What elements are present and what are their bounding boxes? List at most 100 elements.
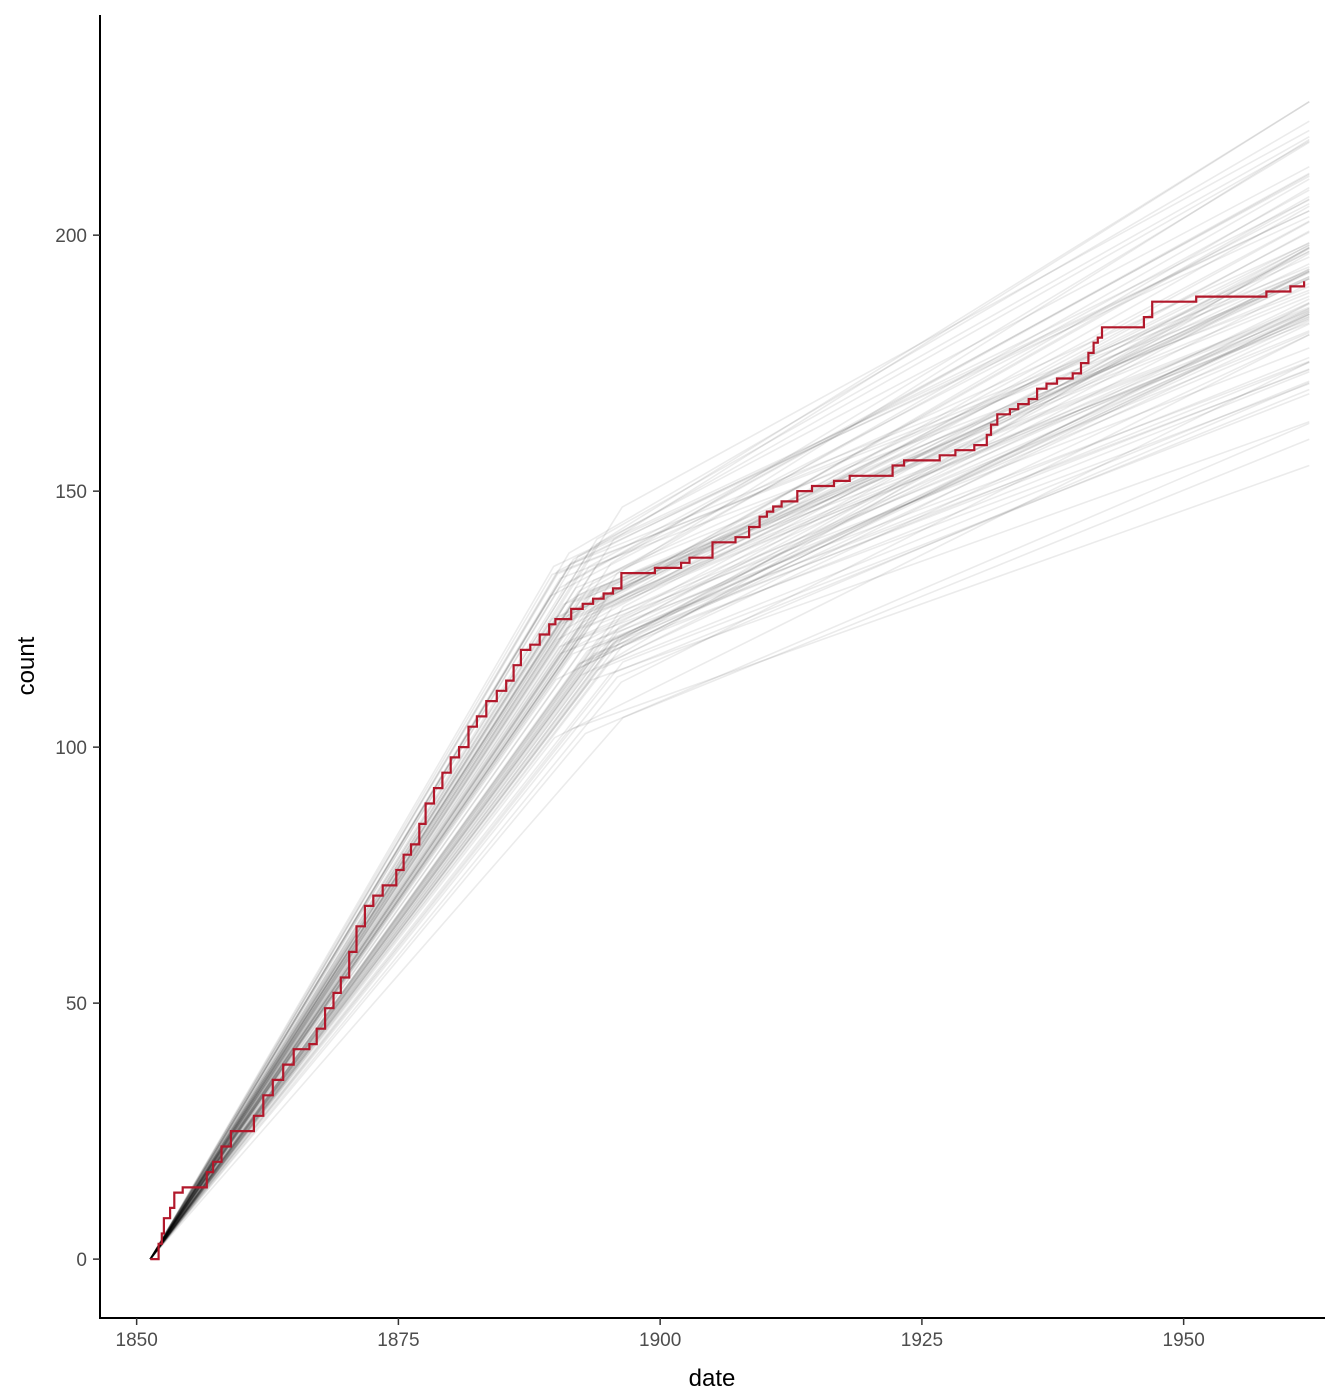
simulated-line [149,275,1310,1260]
simulated-series-group [149,101,1310,1260]
simulated-line [149,120,1310,1260]
simulated-line [149,252,1310,1260]
y-tick-label: 50 [66,994,87,1015]
simulated-line [149,295,1310,1260]
simulated-line [149,313,1310,1260]
simulated-line [149,270,1310,1260]
simulated-line [149,331,1310,1260]
simulated-line [149,136,1310,1260]
simulated-line [149,172,1310,1260]
x-tick-label: 1925 [901,1330,943,1351]
simulated-line [149,246,1310,1260]
x-axis-ticks: 1850 1875 1900 1925 1950 [116,1318,1205,1351]
observed-series-group [150,281,1306,1261]
simulated-line [149,141,1310,1260]
simulated-line [149,221,1310,1260]
simulated-line [149,380,1310,1260]
simulated-line [149,313,1310,1260]
simulated-line [149,298,1310,1260]
x-tick-label: 1950 [1163,1330,1205,1351]
simulated-line [149,101,1310,1260]
simulated-line [149,189,1310,1260]
simulated-line [149,243,1310,1260]
simulated-line [149,129,1310,1260]
y-tick-label: 100 [55,738,87,759]
simulated-line [149,347,1310,1260]
simulated-line [149,285,1310,1260]
simulated-line [149,311,1310,1260]
simulated-line [149,210,1310,1260]
simulated-line [149,165,1310,1260]
simulated-line [149,271,1310,1260]
simulated-line [149,205,1310,1260]
simulated-line [149,333,1310,1260]
simulated-line [149,361,1310,1260]
y-tick-label: 0 [76,1250,87,1271]
simulated-line [149,266,1310,1260]
simulated-line [149,268,1310,1260]
simulated-line [149,291,1310,1260]
simulated-line [149,369,1310,1260]
simulated-line [149,464,1310,1260]
simulated-line [149,308,1310,1260]
simulated-line [149,313,1310,1260]
simulated-line [149,278,1310,1260]
simulated-line [149,230,1310,1260]
simulated-line [149,289,1310,1260]
simulated-line [149,247,1310,1260]
simulated-line [149,303,1310,1260]
simulated-line [149,178,1310,1260]
simulated-line [149,315,1310,1260]
simulated-line [149,215,1310,1260]
simulated-line [149,199,1310,1260]
simulated-line [149,275,1310,1260]
simulated-line [149,270,1310,1260]
simulated-line [149,311,1310,1260]
simulated-line [149,356,1310,1260]
x-axis-title: date [689,1365,736,1392]
simulated-line [149,307,1310,1260]
y-tick-label: 200 [55,226,87,247]
simulated-line [149,210,1310,1260]
simulated-line [149,202,1310,1260]
simulated-line [149,269,1310,1260]
simulated-line [149,322,1310,1260]
simulated-line [149,323,1310,1260]
simulated-line [149,250,1310,1260]
simulated-line [149,361,1310,1260]
simulated-line [149,277,1310,1260]
simulated-line [149,319,1310,1260]
y-axis-title: count [13,636,40,695]
simulated-line [149,318,1310,1260]
simulated-line [149,175,1310,1260]
simulated-line [149,101,1310,1260]
simulated-line [149,316,1310,1260]
simulated-line [149,301,1310,1260]
simulated-line [149,231,1310,1260]
simulated-line [149,268,1310,1260]
y-axis-ticks: 0 50 100 150 200 [55,226,100,1271]
simulated-line [149,250,1310,1260]
simulated-line [149,256,1310,1260]
simulated-line [149,382,1310,1260]
simulated-line [149,242,1310,1260]
simulated-line [149,263,1310,1260]
simulated-line [149,381,1310,1260]
simulated-line [149,388,1310,1260]
simulated-line [149,309,1310,1260]
simulated-line [149,302,1310,1260]
simulated-line [149,270,1310,1260]
simulated-line [149,360,1310,1260]
x-tick-label: 1850 [116,1330,158,1351]
simulated-line [149,241,1310,1260]
simulated-line [149,138,1310,1260]
x-tick-label: 1900 [639,1330,681,1351]
simulated-line [149,368,1310,1260]
x-tick-label: 1875 [377,1330,419,1351]
observed-step-line [150,281,1306,1261]
simulated-line [149,173,1310,1260]
simulated-line [149,422,1310,1260]
y-tick-label: 150 [55,482,87,503]
simulated-line [149,278,1310,1260]
simulated-line [149,140,1310,1260]
